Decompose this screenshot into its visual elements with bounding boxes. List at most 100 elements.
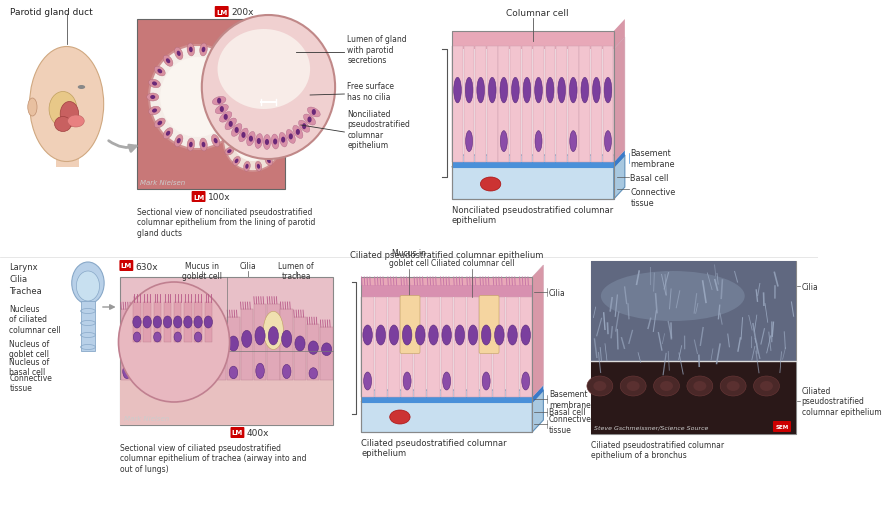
Bar — [254, 304, 266, 380]
Ellipse shape — [227, 150, 232, 154]
Text: Connective
tissue: Connective tissue — [630, 188, 675, 207]
Ellipse shape — [376, 325, 385, 345]
Ellipse shape — [149, 107, 160, 116]
Ellipse shape — [277, 138, 281, 142]
Ellipse shape — [303, 115, 316, 126]
Bar — [201, 327, 213, 380]
Ellipse shape — [267, 116, 271, 120]
Ellipse shape — [263, 135, 271, 150]
Ellipse shape — [237, 82, 242, 87]
Ellipse shape — [267, 159, 271, 164]
Ellipse shape — [442, 325, 452, 345]
Bar — [507, 297, 519, 397]
Bar — [187, 324, 200, 380]
Ellipse shape — [228, 336, 239, 351]
Ellipse shape — [212, 97, 226, 106]
Ellipse shape — [245, 164, 248, 169]
Ellipse shape — [234, 116, 239, 120]
Ellipse shape — [495, 325, 504, 345]
Bar — [80, 301, 95, 351]
Polygon shape — [613, 20, 625, 50]
Ellipse shape — [227, 126, 232, 129]
Ellipse shape — [202, 48, 205, 53]
Ellipse shape — [255, 162, 262, 172]
Ellipse shape — [174, 48, 183, 61]
Polygon shape — [613, 156, 625, 200]
Bar — [240, 309, 253, 380]
Ellipse shape — [255, 327, 265, 345]
Circle shape — [118, 282, 230, 402]
Ellipse shape — [535, 78, 543, 104]
Bar — [453, 297, 466, 397]
Ellipse shape — [232, 122, 237, 126]
Ellipse shape — [232, 124, 242, 137]
Ellipse shape — [581, 78, 589, 104]
Text: Mucus in
goblet cell: Mucus in goblet cell — [182, 262, 222, 281]
Ellipse shape — [465, 78, 473, 104]
Ellipse shape — [279, 133, 287, 148]
Ellipse shape — [217, 98, 221, 104]
Bar — [591, 47, 602, 163]
Ellipse shape — [229, 119, 240, 129]
Ellipse shape — [50, 92, 77, 127]
Text: Ciliated
pseudostratified
columnar epithelium: Ciliated pseudostratified columnar epith… — [802, 386, 881, 416]
Bar — [522, 47, 532, 163]
Text: Parotid gland duct: Parotid gland duct — [10, 8, 92, 17]
Ellipse shape — [274, 150, 278, 154]
Ellipse shape — [653, 376, 680, 396]
Ellipse shape — [234, 80, 246, 89]
Ellipse shape — [150, 96, 156, 100]
Ellipse shape — [157, 122, 162, 126]
Bar — [467, 297, 479, 397]
Ellipse shape — [727, 381, 740, 391]
Ellipse shape — [476, 78, 484, 104]
Bar — [204, 302, 212, 343]
Circle shape — [160, 58, 234, 138]
Ellipse shape — [202, 343, 212, 356]
Text: Sectional view of nonciliated pseudostratified
columnar epithelium from the lini: Sectional view of nonciliated pseudostra… — [137, 208, 316, 237]
Ellipse shape — [189, 143, 193, 148]
Ellipse shape — [184, 317, 192, 328]
Ellipse shape — [152, 82, 157, 87]
Ellipse shape — [389, 325, 399, 345]
Ellipse shape — [255, 363, 264, 379]
FancyBboxPatch shape — [231, 427, 244, 438]
Ellipse shape — [155, 67, 165, 77]
Ellipse shape — [265, 139, 269, 146]
Ellipse shape — [72, 263, 104, 304]
Ellipse shape — [225, 131, 228, 136]
Bar — [164, 302, 171, 343]
Bar — [120, 277, 333, 425]
FancyBboxPatch shape — [773, 421, 791, 432]
Bar — [388, 297, 400, 397]
Ellipse shape — [60, 102, 79, 127]
Ellipse shape — [225, 59, 228, 64]
Ellipse shape — [507, 325, 517, 345]
Ellipse shape — [265, 157, 273, 166]
Ellipse shape — [309, 341, 318, 355]
Ellipse shape — [592, 78, 600, 104]
Ellipse shape — [225, 138, 229, 142]
Circle shape — [202, 16, 335, 160]
Ellipse shape — [693, 381, 706, 391]
Ellipse shape — [232, 70, 237, 74]
Ellipse shape — [162, 330, 172, 348]
Bar — [361, 277, 532, 432]
Ellipse shape — [214, 139, 217, 144]
Ellipse shape — [569, 78, 577, 104]
Bar — [493, 297, 506, 397]
Ellipse shape — [281, 137, 286, 144]
Bar — [184, 302, 192, 343]
Ellipse shape — [308, 108, 320, 118]
Text: Trachea: Trachea — [9, 287, 42, 295]
Text: Ciliated pseudostratified columnar
epithelium of a bronchus: Ciliated pseudostratified columnar epith… — [591, 440, 724, 460]
Ellipse shape — [289, 134, 293, 140]
Ellipse shape — [271, 124, 280, 131]
Ellipse shape — [133, 317, 141, 328]
Ellipse shape — [535, 131, 542, 152]
Bar — [293, 318, 306, 380]
Ellipse shape — [187, 44, 194, 57]
Ellipse shape — [215, 342, 225, 355]
Text: Basement
membrane: Basement membrane — [549, 389, 591, 409]
Text: Larynx: Larynx — [9, 263, 38, 271]
